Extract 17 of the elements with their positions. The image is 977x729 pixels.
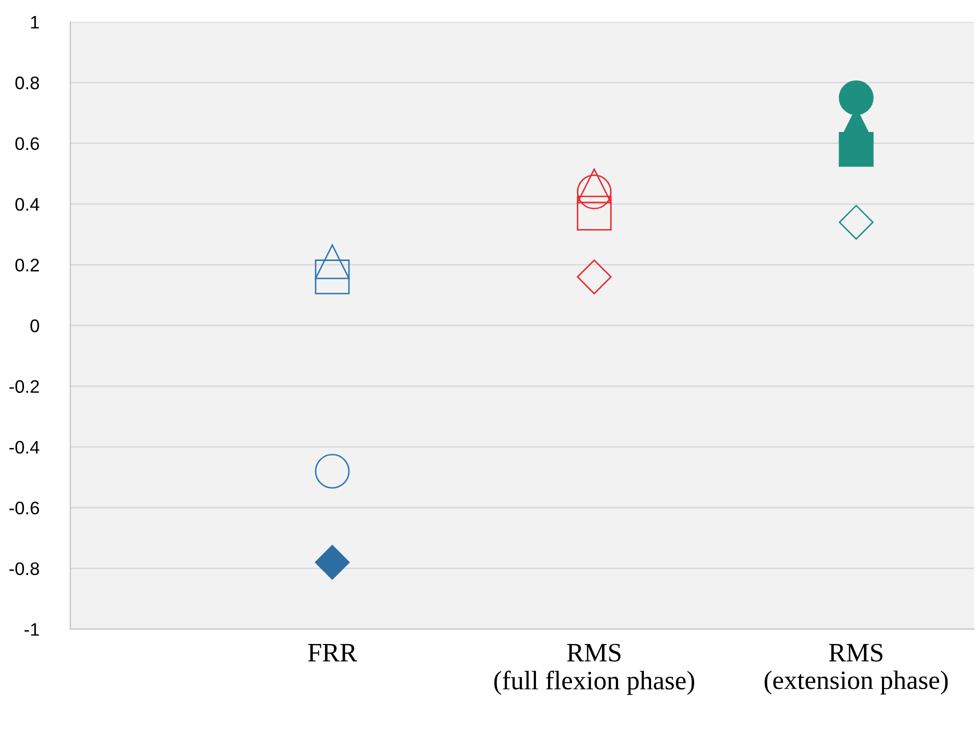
y-tick-label: -0.8 bbox=[9, 562, 40, 576]
x-tick-label: RMS (full flexion phase) bbox=[494, 644, 694, 695]
y-tick-label: -1 bbox=[24, 623, 39, 636]
y-tick-label: 0 bbox=[30, 319, 40, 332]
y-tick-label: 0.2 bbox=[15, 258, 39, 272]
y-tick-label: 0.8 bbox=[15, 76, 40, 90]
y-tick-label: -0.2 bbox=[9, 380, 39, 393]
y-tick-label: -0.6 bbox=[9, 502, 39, 514]
point bbox=[838, 132, 874, 167]
x-tick-label: FRR bbox=[308, 644, 358, 662]
y-tick-label: 0.4 bbox=[15, 198, 40, 211]
y-tick-label: 0.6 bbox=[15, 137, 39, 150]
y-tick-label: 1 bbox=[31, 16, 39, 28]
point bbox=[314, 544, 350, 580]
point bbox=[838, 80, 874, 116]
x-tick-label: RMS (extension phase) bbox=[764, 644, 948, 695]
y-tick-label: -0.4 bbox=[9, 440, 40, 454]
